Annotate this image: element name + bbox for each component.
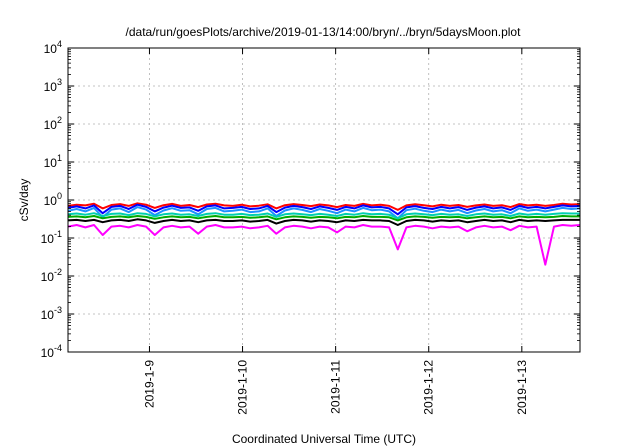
chart-title: /data/run/goesPlots/archive/2019-01-13/1… [126, 25, 522, 39]
y-tick-label: 102 [44, 115, 62, 132]
y-ticks: 104 103 102 101 100 10-1 10-2 10-3 10-4 [41, 39, 580, 360]
x-tick-label: 2019-1-11 [329, 360, 343, 414]
x-tick-label: 2019-1-10 [236, 360, 250, 415]
grid [68, 48, 580, 352]
series-line-3 [67, 212, 580, 220]
x-axis-label: Coordinated Universal Time (UTC) [232, 432, 416, 446]
y-tick-label: 10-1 [41, 229, 62, 246]
series-line-2 [67, 206, 581, 220]
x-ticks: 2019-1-9 2019-1-10 2019-1-11 2019-1-12 2019-… [142, 48, 529, 415]
plot-lines [67, 202, 581, 266]
x-tick-label: 2019-1-13 [515, 360, 529, 415]
y-tick-label: 100 [44, 191, 62, 208]
series-line-1 [67, 203, 581, 216]
y-axis-label: cSv/day [17, 179, 31, 222]
series-line-5 [67, 218, 580, 226]
series-line-6 [67, 224, 581, 266]
x-tick-label: 2019-1-12 [422, 360, 436, 415]
y-tick-label: 10-4 [41, 343, 62, 360]
y-tick-label: 104 [44, 39, 62, 56]
x-tick-label: 2019-1-9 [142, 360, 156, 408]
y-tick-label: 101 [44, 153, 62, 170]
series-line-4 [67, 215, 580, 222]
y-tick-label: 10-3 [41, 305, 62, 322]
y-tick-label: 103 [44, 77, 62, 94]
y-tick-label: 10-2 [41, 267, 62, 284]
series-line-0 [67, 202, 581, 211]
